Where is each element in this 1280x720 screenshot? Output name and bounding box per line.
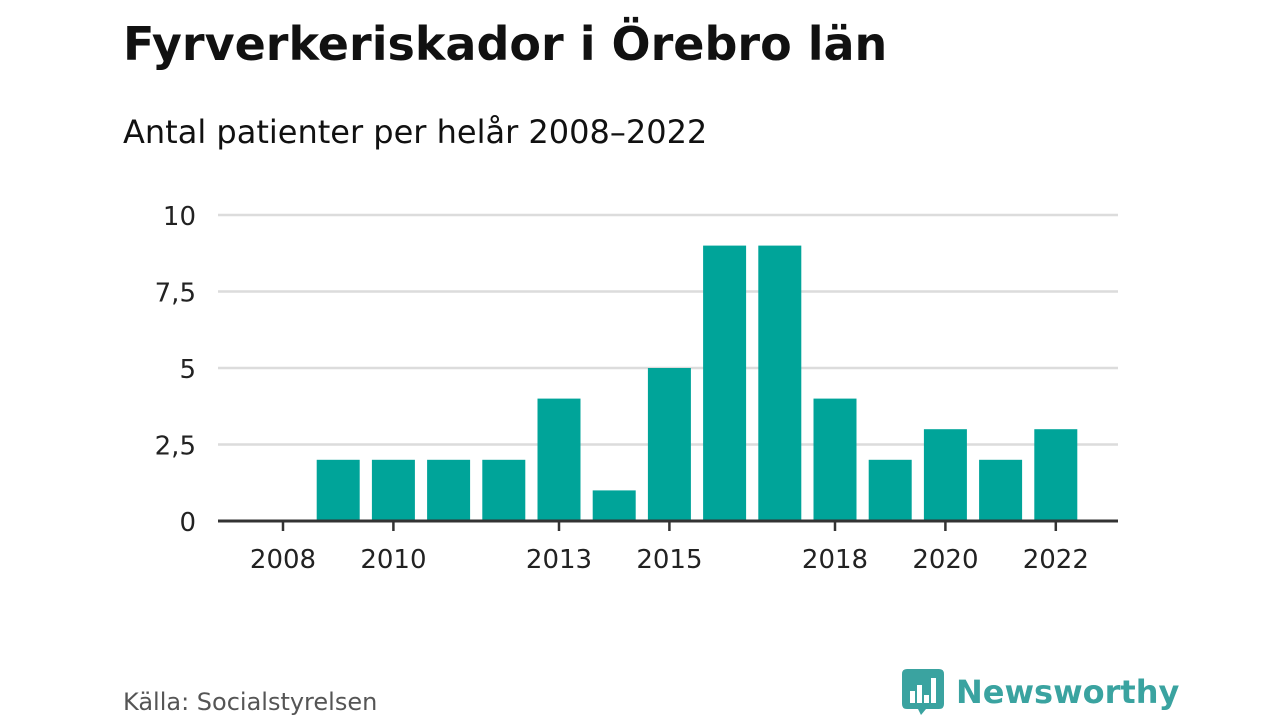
bar-2010 (371, 459, 415, 521)
newsworthy-logo: Newsworthy (902, 669, 1179, 715)
bar-2014 (592, 490, 636, 521)
y-tick-label: 0 (179, 508, 196, 538)
y-tick-label: 10 (163, 202, 196, 232)
bar-2012 (482, 459, 526, 521)
bar-2009 (316, 459, 360, 521)
y-tick-label: 5 (179, 355, 196, 385)
chart-subtitle: Antal patienter per helår 2008–2022 (123, 113, 708, 151)
bar-2015 (647, 368, 691, 521)
x-tick-label: 2022 (1023, 545, 1089, 575)
x-tick-label: 2020 (912, 545, 978, 575)
x-tick-label: 2010 (360, 545, 426, 575)
bars (316, 245, 1078, 521)
bar-2021 (979, 459, 1023, 521)
x-tick-label: 2008 (250, 545, 316, 575)
x-tick-label: 2018 (802, 545, 868, 575)
x-axis-labels: 2008 2010 2013 2015 2018 2020 2022 (250, 545, 1089, 575)
bar-2022 (1034, 429, 1078, 521)
source-note: Källa: Socialstyrelsen (123, 688, 378, 716)
bar-2020 (923, 429, 967, 521)
x-tick-label: 2015 (636, 545, 702, 575)
bar-2018 (813, 398, 857, 521)
bar-2013 (537, 398, 581, 521)
bar-2016 (703, 245, 747, 521)
brand-name: Newsworthy (956, 673, 1180, 711)
y-tick-label: 2,5 (155, 432, 196, 462)
bar-2011 (427, 459, 471, 521)
y-axis-labels: 0 2,5 5 7,5 10 (155, 202, 196, 538)
x-tick-label: 2013 (526, 545, 592, 575)
y-tick-label: 7,5 (155, 279, 196, 309)
chart-title: Fyrverkeriskador i Örebro län (123, 17, 888, 71)
bar-2019 (868, 459, 912, 521)
bar-2017 (758, 245, 802, 521)
x-axis (218, 519, 1118, 531)
bar-chart-speech-bubble-icon (902, 669, 944, 715)
